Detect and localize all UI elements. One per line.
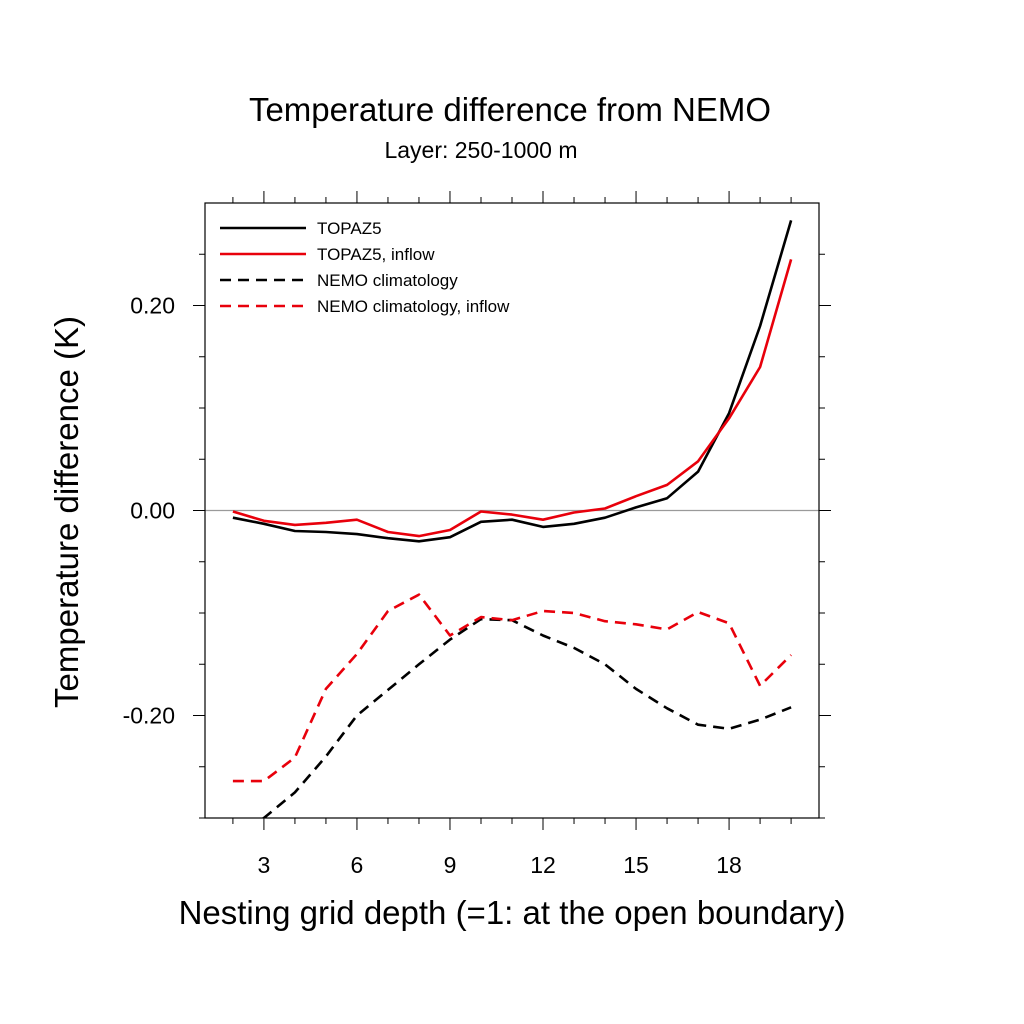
x-tick-label: 3: [258, 852, 271, 878]
x-tick-label: 9: [444, 852, 457, 878]
chart-subtitle: Layer: 250-1000 m: [384, 137, 577, 163]
series-line-topaz5-inflow: [232, 259, 793, 538]
x-axis-label: Nesting grid depth (=1: at the open boun…: [179, 894, 846, 931]
x-tick-label: 6: [351, 852, 364, 878]
legend-label-nemo-climatology-inflow: NEMO climatology, inflow: [317, 297, 510, 316]
y-tick-label: 0.20: [130, 293, 175, 319]
legend-label-nemo-climatology: NEMO climatology: [317, 271, 458, 290]
y-axis-label: Temperature difference (K): [48, 316, 85, 708]
x-tick-label: 15: [623, 852, 649, 878]
chart-title: Temperature difference from NEMO: [249, 91, 771, 128]
x-tick-label: 18: [716, 852, 742, 878]
series-line-nemo-climatology-inflow: [232, 593, 793, 783]
y-tick-label: 0.00: [130, 498, 175, 524]
x-tick-label: 12: [530, 852, 556, 878]
y-tick-label: -0.20: [123, 703, 175, 729]
series-line-nemo-climatology: [261, 617, 792, 818]
legend-label-topaz5-inflow: TOPAZ5, inflow: [317, 245, 435, 264]
series-line-topaz5: [232, 220, 793, 543]
legend-label-topaz5: TOPAZ5: [317, 219, 382, 238]
plot-frame: [204, 202, 820, 819]
